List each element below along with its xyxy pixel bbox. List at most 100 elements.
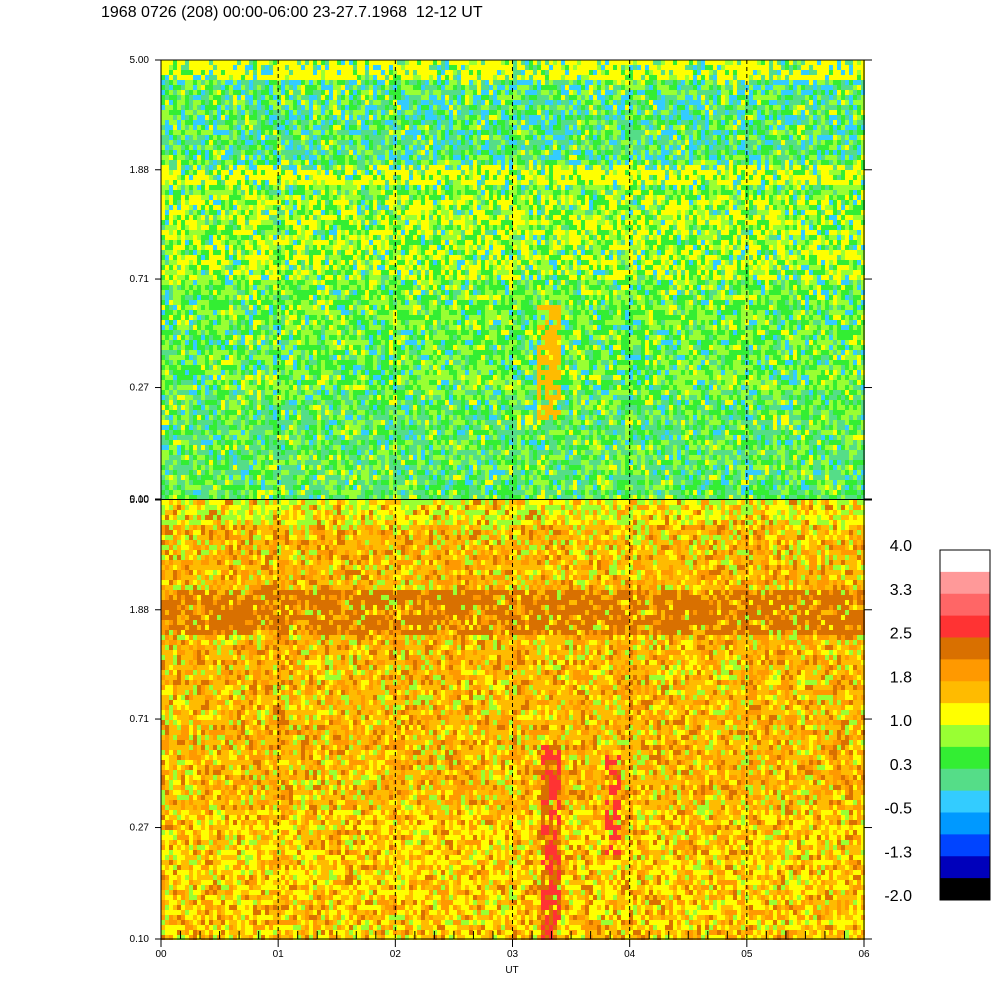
heatmap-cell	[177, 215, 181, 220]
heatmap-cell	[185, 105, 189, 110]
heatmap-cell	[217, 220, 221, 225]
heatmap-cell	[301, 355, 305, 360]
heatmap-cell	[353, 75, 357, 80]
heatmap-cell	[381, 415, 385, 420]
heatmap-cell	[321, 270, 325, 275]
heatmap-cell	[265, 120, 269, 125]
heatmap-cell	[365, 380, 369, 385]
heatmap-cell	[377, 85, 381, 90]
heatmap-cell	[305, 275, 309, 280]
heatmap-cell	[337, 70, 341, 75]
heatmap-cell	[173, 350, 177, 355]
heatmap-cell	[169, 345, 173, 350]
heatmap-cell	[257, 190, 261, 195]
heatmap-cell	[373, 110, 377, 115]
heatmap-cell	[177, 330, 181, 335]
heatmap-cell	[249, 470, 253, 475]
heatmap-cell	[229, 245, 233, 250]
heatmap-cell	[369, 390, 373, 395]
heatmap-cell	[329, 320, 333, 325]
heatmap-cell	[217, 460, 221, 465]
heatmap-cell	[205, 65, 209, 70]
heatmap-cell	[377, 365, 381, 370]
heatmap-cell	[249, 250, 253, 255]
heatmap-cell	[249, 345, 253, 350]
heatmap-cell	[173, 240, 177, 245]
heatmap-cell	[381, 165, 385, 170]
heatmap-cell	[241, 75, 245, 80]
heatmap-cell	[261, 155, 265, 160]
heatmap-cell	[365, 260, 369, 265]
heatmap-cell	[337, 345, 341, 350]
heatmap-cell	[205, 360, 209, 365]
heatmap-cell	[249, 80, 253, 85]
heatmap-cell	[269, 215, 273, 220]
heatmap-cell	[301, 200, 305, 205]
heatmap-cell	[205, 150, 209, 155]
heatmap-cell	[249, 440, 253, 445]
heatmap-cell	[245, 225, 249, 230]
heatmap-cell	[193, 390, 197, 395]
heatmap-cell	[317, 100, 321, 105]
heatmap-cell	[357, 285, 361, 290]
heatmap-cell	[337, 395, 341, 400]
heatmap-cell	[289, 475, 293, 480]
heatmap-cell	[349, 105, 353, 110]
heatmap-cell	[273, 240, 277, 245]
heatmap-cell	[353, 245, 357, 250]
heatmap-cell	[173, 195, 177, 200]
heatmap-cell	[337, 115, 341, 120]
heatmap-cell	[381, 315, 385, 320]
heatmap-cell	[209, 445, 213, 450]
heatmap-cell	[325, 330, 329, 335]
heatmap-cell	[373, 330, 377, 335]
heatmap-cell	[193, 470, 197, 475]
heatmap-cell	[201, 450, 205, 455]
heatmap-cell	[165, 95, 169, 100]
heatmap-cell	[273, 185, 277, 190]
heatmap-cell	[385, 130, 389, 135]
heatmap-cell	[161, 205, 165, 210]
heatmap-cell	[337, 150, 341, 155]
heatmap-cell	[229, 360, 233, 365]
heatmap-cell	[385, 135, 389, 140]
heatmap-cell	[381, 490, 385, 495]
heatmap-cell	[329, 400, 333, 405]
heatmap-cell	[193, 195, 197, 200]
heatmap-cell	[297, 100, 301, 105]
heatmap-cell	[293, 220, 297, 225]
heatmap-cell	[181, 410, 185, 415]
heatmap-cell	[229, 440, 233, 445]
heatmap-cell	[373, 420, 377, 425]
heatmap-cell	[261, 280, 265, 285]
heatmap-cell	[333, 185, 337, 190]
heatmap-cell	[285, 430, 289, 435]
heatmap-cell	[277, 395, 281, 400]
heatmap-cell	[349, 180, 353, 185]
heatmap-cell	[281, 175, 285, 180]
heatmap-cell	[225, 100, 229, 105]
heatmap-cell	[201, 250, 205, 255]
heatmap-cell	[281, 410, 285, 415]
heatmap-cell	[337, 65, 341, 70]
heatmap-cell	[309, 415, 313, 420]
heatmap-cell	[377, 105, 381, 110]
heatmap-cell	[381, 110, 385, 115]
heatmap-cell	[309, 155, 313, 160]
heatmap-cell	[185, 300, 189, 305]
heatmap-cell	[221, 335, 225, 340]
heatmap-cell	[161, 195, 165, 200]
heatmap-cell	[297, 270, 301, 275]
heatmap-cell	[181, 175, 185, 180]
heatmap-cell	[341, 145, 345, 150]
heatmap-cell	[193, 355, 197, 360]
heatmap-cell	[285, 420, 289, 425]
heatmap-cell	[369, 350, 373, 355]
heatmap-cell	[185, 270, 189, 275]
heatmap-cell	[221, 470, 225, 475]
heatmap-cell	[181, 70, 185, 75]
heatmap-cell	[161, 185, 165, 190]
heatmap-cell	[345, 225, 349, 230]
heatmap-cell	[225, 300, 229, 305]
heatmap-cell	[189, 245, 193, 250]
